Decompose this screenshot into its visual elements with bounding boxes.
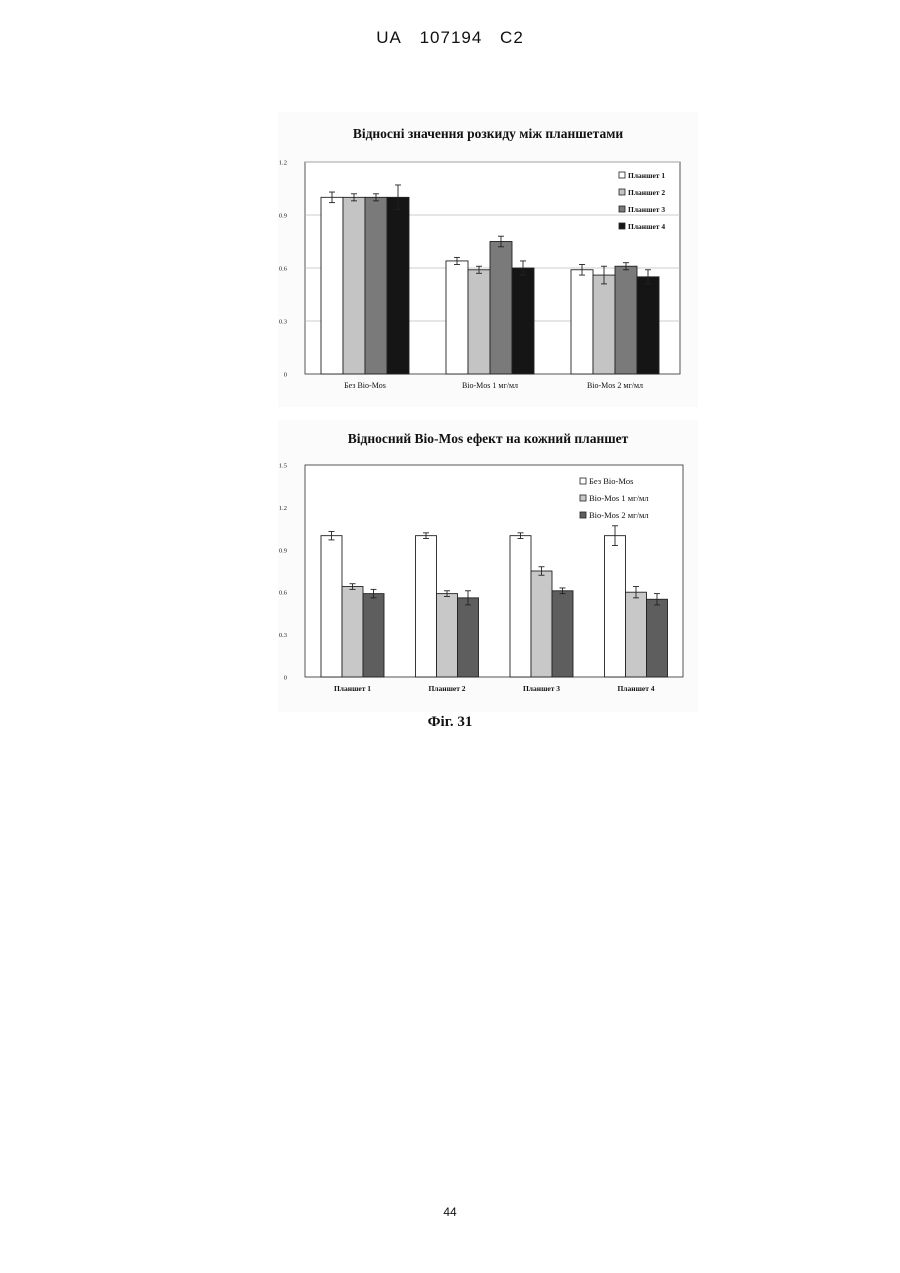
chart-1-bar: [490, 242, 512, 375]
chart-1-bar: [446, 261, 468, 374]
chart-1-x-tick-label: Без Bio-Mos: [344, 381, 386, 390]
chart-1-bar: [571, 270, 593, 374]
chart-2-bar: [647, 599, 668, 677]
chart-2-x-tick-label: Планшет 2: [428, 684, 465, 693]
chart-1-y-tick-label: 0.6: [279, 266, 288, 273]
chart-1-bar: [512, 268, 534, 374]
chart-2-x-tick-label: Планшет 3: [523, 684, 560, 693]
chart-2-legend-label: Bio-Mos 2 мг/мл: [589, 510, 649, 520]
chart-1-svg: 0 0.3 0.6 0.9 1.2 Без Bio-Mos Bio-Mos 1 мг/мл B…: [278, 112, 698, 407]
chart-1-x-tick-label: Bio-Mos 2 мг/мл: [587, 381, 643, 390]
chart-2-y-tick-label: 0: [284, 675, 287, 682]
chart-2-bar: [342, 587, 363, 677]
chart-1-bar: [365, 197, 387, 374]
chart-2-legend-swatch: [580, 478, 586, 484]
chart-1-y-tick-label: 0: [284, 372, 287, 379]
chart-2-y-tick-label: 1.2: [279, 505, 287, 512]
figure-caption: Фіг. 31: [0, 714, 900, 731]
chart-1-bar: [615, 266, 637, 374]
chart-2-bar: [437, 594, 458, 677]
chart-2-bar: [531, 571, 552, 677]
chart-1-bar: [321, 197, 343, 374]
chart-2-bar: [416, 536, 437, 677]
chart-1-bar: [387, 197, 409, 374]
header-country: UA: [376, 28, 402, 47]
chart-1-y-tick-label: 0.3: [279, 319, 287, 326]
chart-2-bar: [626, 592, 647, 677]
chart-2-y-tick-label: 0.6: [279, 590, 288, 597]
chart-1-bar: [468, 270, 490, 374]
chart-1-legend-swatch: [619, 206, 625, 212]
chart-1-bar: [637, 277, 659, 374]
chart-1-legend-swatch: [619, 223, 625, 229]
chart-1-bar: [343, 197, 365, 374]
chart-1-legend-label: Планшет 3: [628, 205, 665, 214]
document-header: UA 107194 C2: [0, 28, 900, 48]
chart-2-legend-label: Bio-Mos 1 мг/мл: [589, 493, 649, 503]
chart-2-bar: [510, 536, 531, 677]
chart-2-y-tick-label: 1.5: [279, 463, 287, 470]
chart-2-bar: [363, 594, 384, 677]
chart-2-y-tick-label: 0.3: [279, 632, 287, 639]
chart-2-legend-label: Без Bio-Mos: [589, 476, 633, 486]
header-kind: C2: [500, 28, 524, 47]
chart-2-bar: [552, 591, 573, 677]
chart-1-y-tick-label: 1.2: [279, 160, 287, 167]
chart-2-svg: 0 0.3 0.6 0.9 1.2 1.5 Планшет 1 Планшет 2 Планше…: [278, 420, 698, 712]
chart-panel-1: Відносні значення розкиду між планшетами…: [278, 112, 698, 407]
chart-2-bar: [321, 536, 342, 677]
chart-1-x-tick-label: Bio-Mos 1 мг/мл: [462, 381, 518, 390]
chart-2-bar: [605, 536, 626, 677]
chart-1-y-tick-label: 0.9: [279, 213, 287, 220]
chart-1-legend-label: Планшет 4: [628, 222, 665, 231]
chart-2-bar: [458, 598, 479, 677]
chart-1-legend-label: Планшет 2: [628, 188, 665, 197]
chart-1-bar: [593, 275, 615, 374]
header-number: 107194: [420, 28, 483, 47]
chart-2-y-tick-label: 0.9: [279, 547, 287, 554]
chart-2-legend-swatch: [580, 512, 586, 518]
page-number: 44: [0, 1205, 900, 1219]
chart-2-x-tick-label: Планшет 4: [617, 684, 654, 693]
chart-1-legend-swatch: [619, 189, 625, 195]
chart-panel-2: Відносний Bio-Mos ефект на кожний планше…: [278, 420, 698, 712]
chart-2-legend-swatch: [580, 495, 586, 501]
chart-2-x-tick-label: Планшет 1: [334, 684, 371, 693]
chart-1-legend-label: Планшет 1: [628, 171, 665, 180]
chart-1-legend-swatch: [619, 172, 625, 178]
